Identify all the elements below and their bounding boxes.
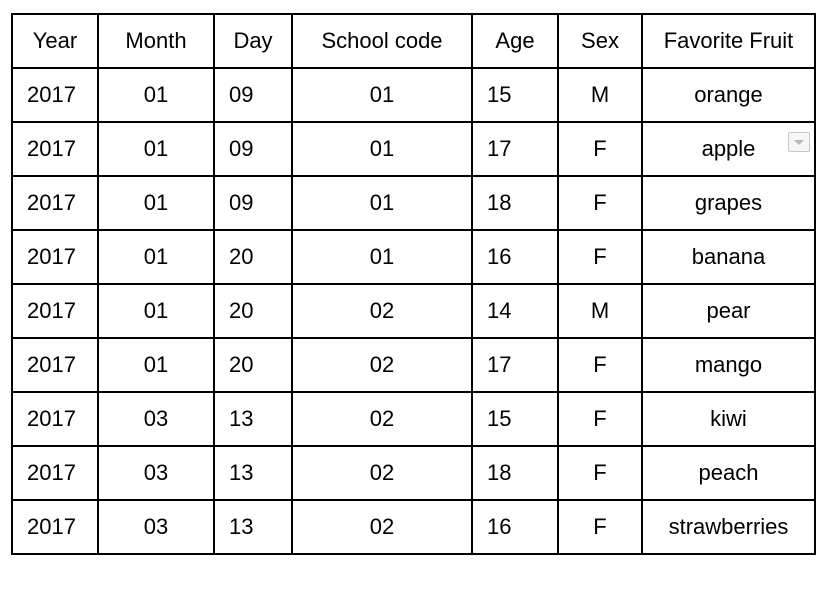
cell-favorite-fruit[interactable]: grapes: [641, 175, 816, 231]
cell-sex[interactable]: M: [557, 67, 643, 123]
cell-month[interactable]: 01: [97, 121, 215, 177]
cell-year[interactable]: 2017: [11, 121, 99, 177]
cell-age[interactable]: 14: [471, 283, 559, 339]
table-row: 2017 01 20 01 16 F banana: [11, 229, 816, 285]
cell-school-code[interactable]: 01: [291, 67, 473, 123]
cell-school-code[interactable]: 02: [291, 391, 473, 447]
cell-sex[interactable]: F: [557, 175, 643, 231]
cell-favorite-fruit[interactable]: pear: [641, 283, 816, 339]
cell-year[interactable]: 2017: [11, 499, 99, 555]
header-sex: Sex: [557, 13, 643, 69]
header-favorite-fruit: Favorite Fruit: [641, 13, 816, 69]
cell-day[interactable]: 09: [213, 175, 293, 231]
table-row: 2017 03 13 02 18 F peach: [11, 445, 816, 501]
cell-day[interactable]: 20: [213, 283, 293, 339]
cell-year[interactable]: 2017: [11, 391, 99, 447]
header-year: Year: [11, 13, 99, 69]
cell-day[interactable]: 20: [213, 337, 293, 393]
cell-day[interactable]: 13: [213, 391, 293, 447]
cell-age[interactable]: 18: [471, 175, 559, 231]
header-month: Month: [97, 13, 215, 69]
header-day: Day: [213, 13, 293, 69]
cell-month[interactable]: 01: [97, 283, 215, 339]
cell-school-code[interactable]: 02: [291, 337, 473, 393]
cell-favorite-fruit[interactable]: mango: [641, 337, 816, 393]
chevron-down-icon[interactable]: [788, 132, 810, 152]
cell-year[interactable]: 2017: [11, 283, 99, 339]
cell-school-code[interactable]: 01: [291, 121, 473, 177]
header-age: Age: [471, 13, 559, 69]
data-table: Year Month Day School code Age Sex Favor…: [11, 13, 816, 555]
cell-sex[interactable]: F: [557, 229, 643, 285]
table-row: 2017 03 13 02 15 F kiwi: [11, 391, 816, 447]
cell-age[interactable]: 15: [471, 391, 559, 447]
cell-month[interactable]: 01: [97, 337, 215, 393]
cell-year[interactable]: 2017: [11, 445, 99, 501]
table-row: 2017 01 20 02 17 F mango: [11, 337, 816, 393]
cell-age[interactable]: 17: [471, 121, 559, 177]
cell-sex[interactable]: F: [557, 391, 643, 447]
cell-favorite-fruit[interactable]: apple: [641, 121, 816, 177]
cell-year[interactable]: 2017: [11, 175, 99, 231]
table-row: 2017 01 09 01 15 M orange: [11, 67, 816, 123]
cell-favorite-fruit-text: apple: [701, 136, 756, 161]
cell-sex[interactable]: F: [557, 499, 643, 555]
cell-month[interactable]: 01: [97, 67, 215, 123]
header-school-code: School code: [291, 13, 473, 69]
cell-day[interactable]: 09: [213, 121, 293, 177]
table-row: 2017 01 20 02 14 M pear: [11, 283, 816, 339]
cell-age[interactable]: 16: [471, 229, 559, 285]
cell-age[interactable]: 17: [471, 337, 559, 393]
cell-day[interactable]: 13: [213, 499, 293, 555]
cell-sex[interactable]: F: [557, 445, 643, 501]
cell-year[interactable]: 2017: [11, 337, 99, 393]
cell-sex[interactable]: M: [557, 283, 643, 339]
cell-day[interactable]: 13: [213, 445, 293, 501]
cell-month[interactable]: 03: [97, 499, 215, 555]
cell-age[interactable]: 16: [471, 499, 559, 555]
cell-month[interactable]: 03: [97, 391, 215, 447]
cell-day[interactable]: 20: [213, 229, 293, 285]
cell-school-code[interactable]: 02: [291, 499, 473, 555]
cell-favorite-fruit[interactable]: peach: [641, 445, 816, 501]
cell-month[interactable]: 01: [97, 175, 215, 231]
cell-month[interactable]: 03: [97, 445, 215, 501]
cell-sex[interactable]: F: [557, 337, 643, 393]
cell-year[interactable]: 2017: [11, 67, 99, 123]
cell-school-code[interactable]: 02: [291, 445, 473, 501]
cell-day[interactable]: 09: [213, 67, 293, 123]
cell-school-code[interactable]: 02: [291, 283, 473, 339]
cell-year[interactable]: 2017: [11, 229, 99, 285]
cell-school-code[interactable]: 01: [291, 229, 473, 285]
table-row: 2017 01 09 01 18 F grapes: [11, 175, 816, 231]
cell-age[interactable]: 18: [471, 445, 559, 501]
table-row: 2017 03 13 02 16 F strawberries: [11, 499, 816, 555]
header-row: Year Month Day School code Age Sex Favor…: [11, 13, 816, 69]
cell-favorite-fruit[interactable]: kiwi: [641, 391, 816, 447]
cell-sex[interactable]: F: [557, 121, 643, 177]
table-row: 2017 01 09 01 17 F apple: [11, 121, 816, 177]
cell-month[interactable]: 01: [97, 229, 215, 285]
cell-favorite-fruit[interactable]: orange: [641, 67, 816, 123]
cell-age[interactable]: 15: [471, 67, 559, 123]
cell-school-code[interactable]: 01: [291, 175, 473, 231]
cell-favorite-fruit[interactable]: strawberries: [641, 499, 816, 555]
cell-favorite-fruit[interactable]: banana: [641, 229, 816, 285]
